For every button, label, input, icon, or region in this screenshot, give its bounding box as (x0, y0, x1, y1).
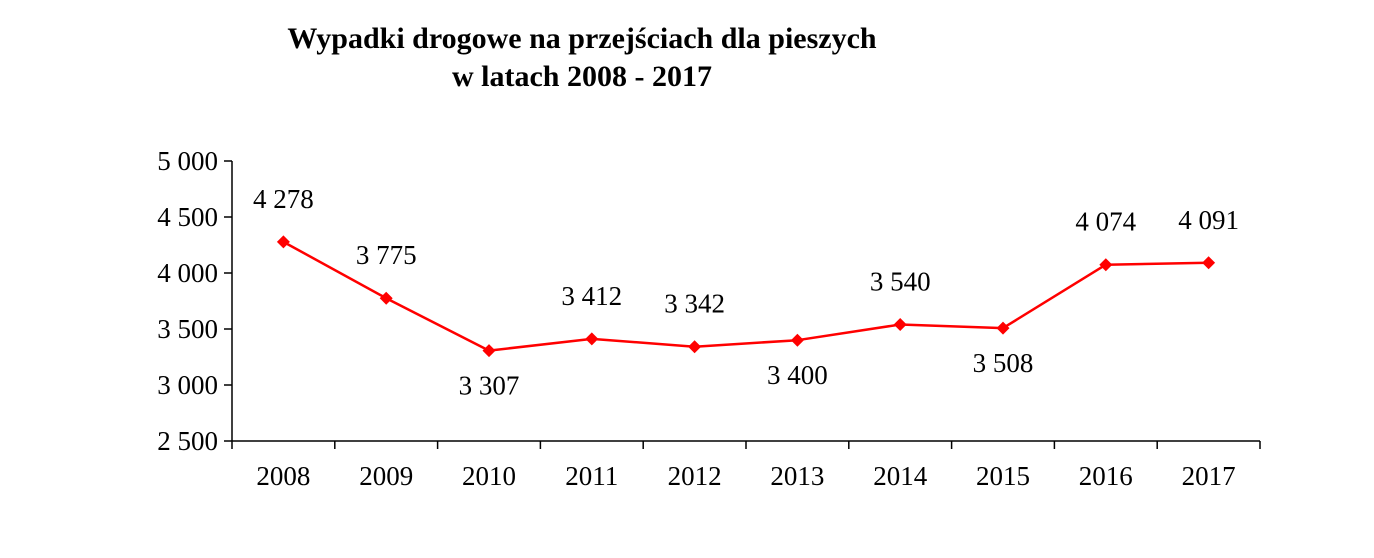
data-label: 3 412 (561, 281, 622, 311)
data-label: 3 540 (870, 267, 931, 297)
axis-ticks: 2 500 3 000 3 500 4 000 4 500 5 000 2008 2009 20… (157, 146, 1261, 491)
data-label: 4 278 (253, 184, 314, 214)
data-label: 3 307 (459, 371, 520, 401)
x-tick-label: 2013 (770, 461, 824, 491)
x-tick-label: 2016 (1079, 461, 1133, 491)
y-tick-label: 4 000 (157, 258, 218, 288)
data-label: 4 091 (1178, 205, 1239, 235)
data-label: 3 775 (356, 240, 417, 270)
x-tick-label: 2012 (668, 461, 722, 491)
data-point-marker (585, 332, 599, 346)
data-point-marker (790, 333, 804, 347)
data-label: 3 508 (973, 348, 1034, 378)
data-point-marker (996, 321, 1010, 335)
series-line (282, 240, 1209, 352)
y-tick-label: 4 500 (157, 202, 218, 232)
data-point-marker (1202, 256, 1216, 270)
chart-title: Wypadki drogowe na przejściach dla piesz… (287, 22, 877, 93)
x-tick-label: 2011 (565, 461, 618, 491)
data-point-marker (688, 340, 702, 354)
x-tick-label: 2008 (256, 461, 310, 491)
y-tick-label: 2 500 (157, 426, 218, 456)
x-tick-label: 2014 (873, 461, 928, 491)
y-tick-label: 3 000 (157, 370, 218, 400)
data-label: 4 074 (1075, 207, 1136, 237)
data-point-marker (1099, 258, 1113, 272)
chart-title-line-1: Wypadki drogowe na przejściach dla piesz… (287, 22, 877, 55)
data-point-marker (276, 235, 290, 249)
chart-title-line-2: w latach 2008 - 2017 (452, 60, 712, 93)
x-tick-label: 2017 (1182, 461, 1236, 491)
data-labels: 4 278 3 775 3 307 3 412 3 342 3 400 3 540 3 508… (253, 184, 1239, 401)
data-point-marker (379, 291, 393, 305)
y-tick-label: 5 000 (157, 146, 218, 176)
x-tick-label: 2010 (462, 461, 516, 491)
data-label: 3 400 (767, 360, 828, 390)
y-tick-label: 3 500 (157, 314, 218, 344)
data-series (276, 235, 1216, 358)
data-point-marker (482, 344, 496, 358)
data-point-marker (893, 318, 907, 332)
x-tick-label: 2015 (976, 461, 1030, 491)
data-label: 3 342 (664, 289, 725, 319)
x-tick-label: 2009 (359, 461, 413, 491)
